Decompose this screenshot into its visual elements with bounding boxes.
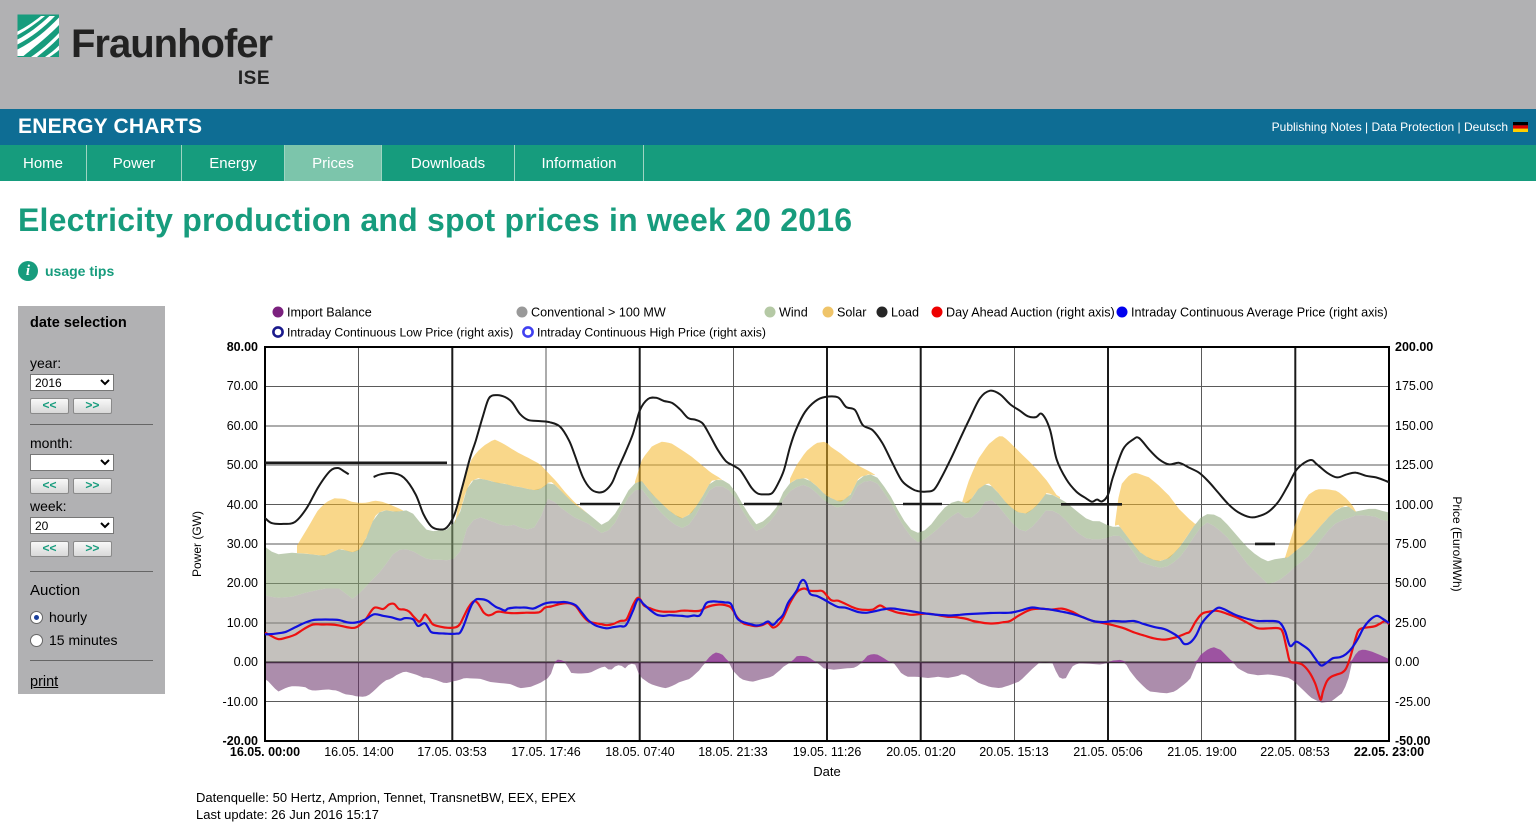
svg-text:16.05. 00:00: 16.05. 00:00	[230, 745, 300, 759]
svg-text:Load: Load	[891, 306, 919, 320]
svg-text:Solar: Solar	[837, 306, 866, 320]
svg-text:16.05. 14:00: 16.05. 14:00	[324, 745, 394, 759]
svg-text:25.00: 25.00	[1395, 616, 1426, 630]
svg-text:125.00: 125.00	[1395, 458, 1433, 472]
svg-text:50.00: 50.00	[1395, 576, 1426, 590]
svg-text:Intraday Continuous High Price: Intraday Continuous High Price (right ax…	[537, 326, 766, 340]
svg-text:Import Balance: Import Balance	[287, 306, 372, 320]
svg-text:40.00: 40.00	[227, 498, 258, 512]
svg-text:22.05. 08:53: 22.05. 08:53	[1260, 745, 1330, 759]
svg-text:60.00: 60.00	[227, 419, 258, 433]
svg-text:21.05. 19:00: 21.05. 19:00	[1167, 745, 1237, 759]
svg-text:50.00: 50.00	[227, 458, 258, 472]
svg-text:-10.00: -10.00	[223, 695, 258, 709]
svg-text:19.05. 11:26: 19.05. 11:26	[793, 745, 862, 759]
svg-text:10.00: 10.00	[227, 616, 258, 630]
svg-text:21.05. 05:06: 21.05. 05:06	[1073, 745, 1143, 759]
svg-text:-20.00: -20.00	[223, 734, 258, 748]
svg-text:0.00: 0.00	[1395, 655, 1419, 669]
svg-text:0.00: 0.00	[234, 655, 258, 669]
svg-text:18.05. 07:40: 18.05. 07:40	[605, 745, 675, 759]
svg-text:100.00: 100.00	[1395, 498, 1433, 512]
svg-text:75.00: 75.00	[1395, 537, 1426, 551]
svg-text:Fraunhofer: Fraunhofer	[71, 22, 273, 66]
svg-text:20.05. 01:20: 20.05. 01:20	[886, 745, 956, 759]
svg-text:Conventional > 100 MW: Conventional > 100 MW	[531, 306, 666, 320]
svg-text:17.05. 17:46: 17.05. 17:46	[511, 745, 581, 759]
svg-text:175.00: 175.00	[1395, 379, 1433, 393]
svg-text:18.05. 21:33: 18.05. 21:33	[698, 745, 768, 759]
svg-text:Intraday Continuous Average Pr: Intraday Continuous Average Price (right…	[1131, 306, 1388, 320]
svg-text:30.00: 30.00	[227, 537, 258, 551]
svg-text:150.00: 150.00	[1395, 419, 1433, 433]
svg-text:-50.00: -50.00	[1395, 734, 1430, 748]
svg-text:200.00: 200.00	[1395, 340, 1433, 354]
svg-text:Day Ahead Auction (right axis): Day Ahead Auction (right axis)	[946, 306, 1115, 320]
svg-text:ISE: ISE	[238, 68, 270, 89]
svg-text:Wind: Wind	[779, 306, 808, 320]
svg-text:70.00: 70.00	[227, 379, 258, 393]
svg-text:Intraday Continuous Low Price: Intraday Continuous Low Price (right axi…	[287, 326, 513, 340]
svg-text:20.05. 15:13: 20.05. 15:13	[979, 745, 1049, 759]
svg-text:Date: Date	[813, 764, 840, 779]
svg-text:20.00: 20.00	[227, 576, 258, 590]
svg-text:22.05. 23:00: 22.05. 23:00	[1354, 745, 1424, 759]
svg-text:Power (GW): Power (GW)	[190, 511, 204, 577]
svg-text:80.00: 80.00	[227, 340, 258, 354]
svg-text:Price (Euro/MWh): Price (Euro/MWh)	[1450, 496, 1464, 591]
svg-text:-25.00: -25.00	[1395, 695, 1430, 709]
svg-text:17.05. 03:53: 17.05. 03:53	[417, 745, 487, 759]
